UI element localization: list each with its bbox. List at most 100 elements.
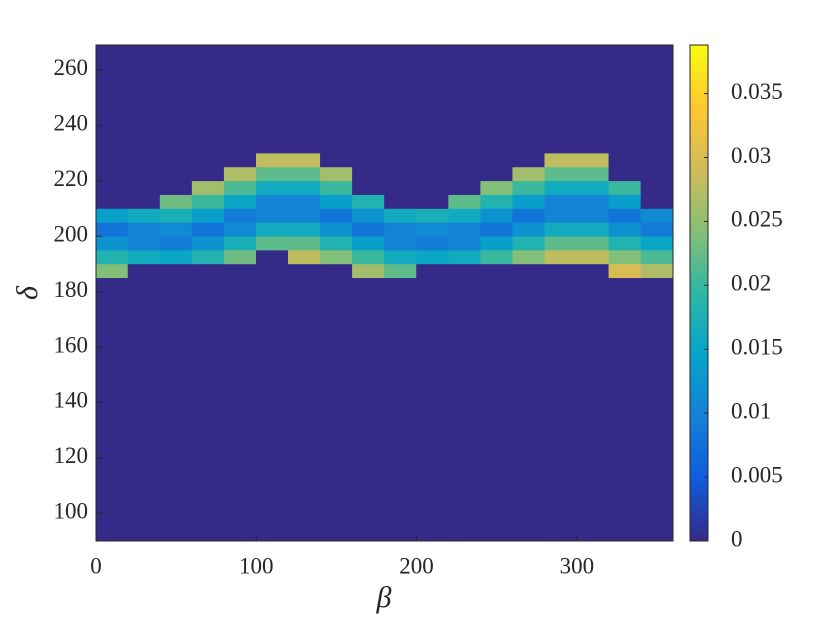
heatmap-cell — [512, 180, 546, 195]
heatmap-cell — [608, 152, 642, 168]
y-tick-label: 260 — [54, 55, 89, 80]
heatmap-cell — [448, 235, 481, 251]
heatmap-cell — [512, 152, 546, 168]
heatmap-cell — [544, 235, 578, 251]
heatmap-cell — [255, 44, 289, 140]
heatmap-cell — [416, 222, 449, 237]
y-tick-label: 240 — [54, 111, 89, 136]
heatmap-cell — [512, 277, 546, 292]
heatmap-cell — [223, 277, 257, 292]
heatmap-cell — [127, 44, 161, 140]
heatmap-cell — [159, 222, 193, 237]
heatmap-cell — [384, 180, 417, 195]
heatmap-cell — [448, 138, 481, 154]
heatmap-cell — [255, 249, 289, 265]
heatmap-cell — [448, 222, 481, 237]
x-tick-label: 0 — [90, 553, 102, 578]
heatmap-cell — [448, 249, 481, 265]
heatmap-cell — [544, 277, 578, 292]
colorbar-tick-label: 0.005 — [731, 462, 783, 487]
heatmap-cell — [480, 44, 514, 140]
heatmap-cell — [352, 291, 385, 542]
heatmap — [95, 44, 674, 542]
heatmap-cell — [544, 208, 578, 223]
heatmap-cell — [544, 152, 578, 168]
heatmap-cell — [576, 263, 610, 279]
heatmap-cell — [416, 249, 449, 265]
heatmap-cell — [416, 291, 449, 542]
y-tick-label: 120 — [54, 443, 89, 468]
heatmap-cell — [127, 222, 161, 237]
heatmap-cell — [480, 208, 514, 223]
heatmap-cell — [448, 166, 481, 182]
heatmap-cell — [255, 222, 289, 237]
heatmap-cell — [223, 44, 257, 140]
heatmap-cell — [512, 249, 546, 265]
heatmap-cell — [127, 291, 161, 542]
heatmap-cell — [127, 277, 161, 292]
colorbar-tick-label: 0.025 — [731, 207, 783, 232]
heatmap-cell — [512, 263, 546, 279]
heatmap-cell — [544, 166, 578, 182]
heatmap-cell — [480, 152, 514, 168]
heatmap-cell — [95, 194, 129, 209]
heatmap-cell — [191, 235, 225, 251]
colorbar-tick-label: 0.01 — [731, 398, 771, 423]
heatmap-cell — [512, 194, 546, 209]
heatmap-cell — [416, 194, 449, 209]
heatmap-cell — [416, 44, 449, 140]
heatmap-cell — [448, 263, 481, 279]
heatmap-cell — [480, 138, 514, 154]
x-tick-label: 200 — [399, 553, 434, 578]
heatmap-cell — [640, 277, 674, 292]
heatmap-cell — [223, 235, 257, 251]
heatmap-cell — [95, 263, 129, 279]
heatmap-cell — [191, 222, 225, 237]
heatmap-cell — [480, 277, 514, 292]
heatmap-cell — [255, 235, 289, 251]
heatmap-cell — [288, 277, 321, 292]
heatmap-cell — [223, 222, 257, 237]
heatmap-cell — [640, 138, 674, 154]
heatmap-cell — [480, 194, 514, 209]
heatmap-cell — [608, 249, 642, 265]
heatmap-cell — [288, 152, 321, 168]
heatmap-cell — [320, 138, 353, 154]
heatmap-cell — [159, 166, 193, 182]
x-tick-label: 300 — [560, 553, 595, 578]
heatmap-cell — [480, 222, 514, 237]
heatmap-cell — [320, 44, 353, 140]
heatmap-cell — [191, 44, 225, 140]
heatmap-cell — [352, 208, 385, 223]
heatmap-cell — [576, 138, 610, 154]
heatmap-cell — [608, 291, 642, 542]
heatmap-cell — [320, 249, 353, 265]
heatmap-cell — [159, 291, 193, 542]
heatmap-cell — [416, 263, 449, 279]
heatmap-cell — [640, 44, 674, 140]
heatmap-cell — [320, 263, 353, 279]
heatmap-cell — [223, 138, 257, 154]
heatmap-cell — [480, 263, 514, 279]
heatmap-cell — [223, 291, 257, 542]
heatmap-cell — [255, 208, 289, 223]
heatmap-cell — [608, 208, 642, 223]
heatmap-cell — [191, 180, 225, 195]
heatmap-cell — [384, 235, 417, 251]
heatmap-cell — [352, 194, 385, 209]
heatmap-cell — [512, 166, 546, 182]
heatmap-cell — [384, 138, 417, 154]
heatmap-cell — [576, 235, 610, 251]
heatmap-cell — [416, 235, 449, 251]
heatmap-cell — [544, 180, 578, 195]
heatmap-cell — [95, 180, 129, 195]
heatmap-cell — [159, 180, 193, 195]
heatmap-cell — [352, 235, 385, 251]
heatmap-cell — [544, 263, 578, 279]
heatmap-cell — [416, 180, 449, 195]
heatmap-cell — [191, 277, 225, 292]
heatmap-cell — [640, 208, 674, 223]
heatmap-cell — [159, 249, 193, 265]
y-tick-label: 200 — [54, 221, 89, 246]
heatmap-cell — [288, 263, 321, 279]
